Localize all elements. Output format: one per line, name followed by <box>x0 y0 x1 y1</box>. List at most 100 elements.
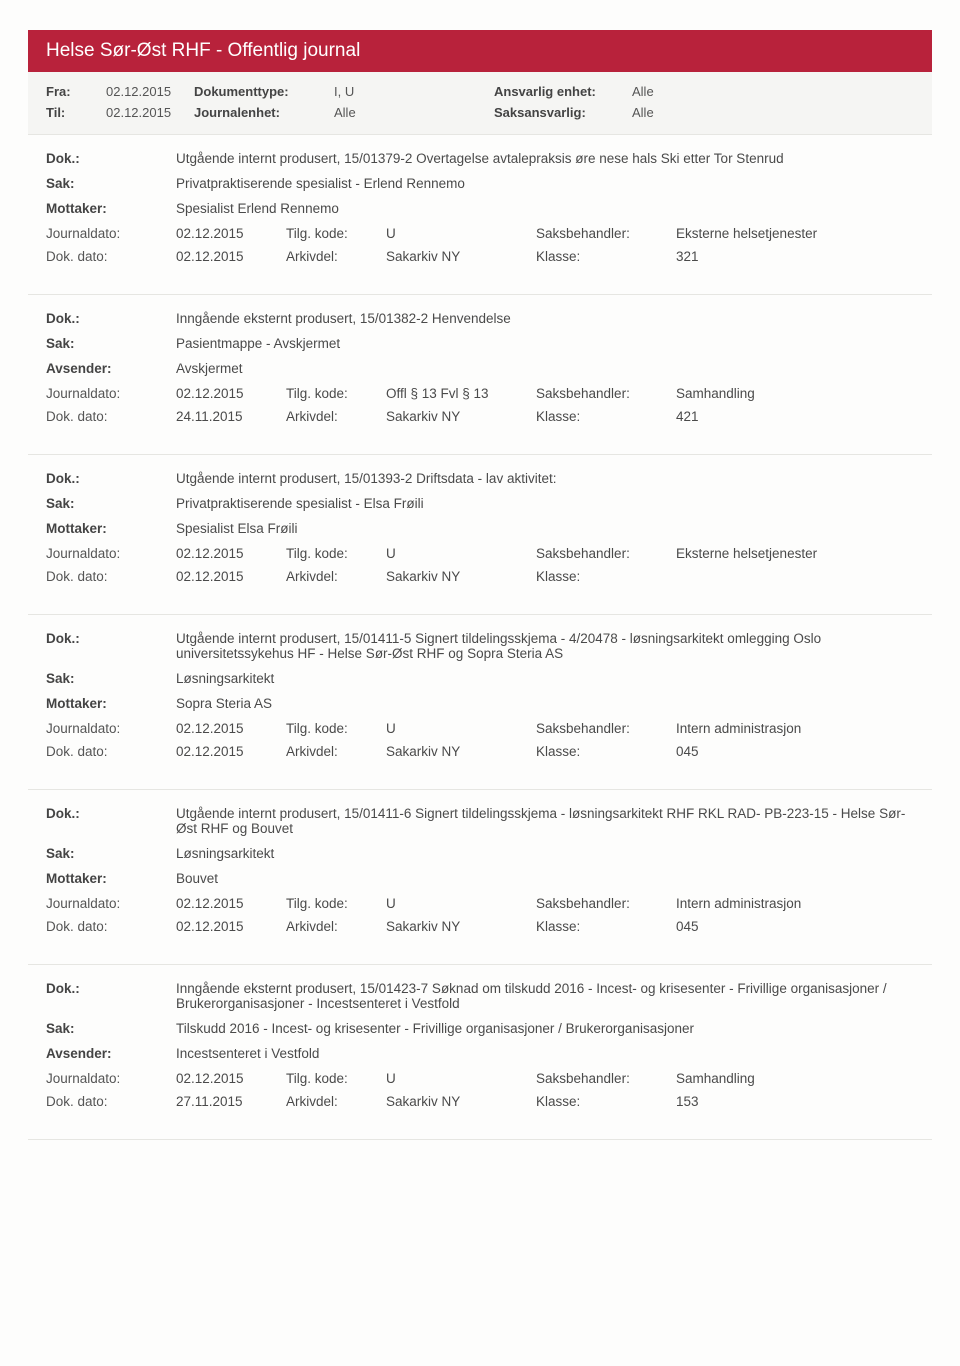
filter-til-value: 02.12.2015 <box>106 105 194 120</box>
arkivdel-value: Sakarkiv NY <box>386 569 536 584</box>
saksbehandler-value: Intern administrasjon <box>676 896 914 911</box>
journaldato-value: 02.12.2015 <box>176 1071 286 1086</box>
filter-bar: Fra: 02.12.2015 Dokumenttype: I, U Ansva… <box>28 72 932 135</box>
journal-entry: Dok.: Utgående internt produsert, 15/013… <box>28 135 932 295</box>
saksbehandler-value: Eksterne helsetjenester <box>676 226 914 241</box>
arkivdel-label: Arkivdel: <box>286 569 386 584</box>
saksbehandler-label: Saksbehandler: <box>536 226 676 241</box>
dokdato-label: Dok. dato: <box>46 744 176 759</box>
tilgkode-value: U <box>386 721 536 736</box>
dok-label: Dok.: <box>46 631 176 646</box>
dokdato-value: 02.12.2015 <box>176 744 286 759</box>
klasse-label: Klasse: <box>536 569 676 584</box>
party-value: Sopra Steria AS <box>176 696 914 711</box>
party-label: Mottaker: <box>46 696 176 711</box>
tilgkode-value: U <box>386 226 536 241</box>
dok-value: Utgående internt produsert, 15/01411-6 S… <box>176 806 914 836</box>
klasse-value: 153 <box>676 1094 914 1109</box>
journaldato-label: Journaldato: <box>46 1071 176 1086</box>
arkivdel-value: Sakarkiv NY <box>386 744 536 759</box>
sak-value: Løsningsarkitekt <box>176 671 914 686</box>
sak-label: Sak: <box>46 336 176 351</box>
dokdato-value: 02.12.2015 <box>176 249 286 264</box>
filter-row: Til: 02.12.2015 Journalenhet: Alle Saksa… <box>46 105 914 120</box>
saksbehandler-label: Saksbehandler: <box>536 721 676 736</box>
filter-doktype-value: I, U <box>334 84 494 99</box>
party-value: Spesialist Elsa Frøili <box>176 521 914 536</box>
journaldato-label: Journaldato: <box>46 896 176 911</box>
party-label: Avsender: <box>46 361 176 376</box>
party-value: Bouvet <box>176 871 914 886</box>
party-label: Mottaker: <box>46 201 176 216</box>
filter-saksansvarlig-value: Alle <box>632 105 654 120</box>
party-value: Avskjermet <box>176 361 914 376</box>
klasse-value: 045 <box>676 744 914 759</box>
filter-journalenhet-label: Journalenhet: <box>194 105 334 120</box>
journaldato-value: 02.12.2015 <box>176 721 286 736</box>
tilgkode-value: U <box>386 896 536 911</box>
dok-value: Utgående internt produsert, 15/01379-2 O… <box>176 151 914 166</box>
tilgkode-label: Tilg. kode: <box>286 896 386 911</box>
dokdato-label: Dok. dato: <box>46 1094 176 1109</box>
saksbehandler-label: Saksbehandler: <box>536 386 676 401</box>
party-value: Spesialist Erlend Rennemo <box>176 201 914 216</box>
arkivdel-value: Sakarkiv NY <box>386 919 536 934</box>
saksbehandler-label: Saksbehandler: <box>536 1071 676 1086</box>
dokdato-label: Dok. dato: <box>46 409 176 424</box>
dokdato-value: 27.11.2015 <box>176 1094 286 1109</box>
klasse-label: Klasse: <box>536 744 676 759</box>
dokdato-value: 24.11.2015 <box>176 409 286 424</box>
party-label: Avsender: <box>46 1046 176 1061</box>
filter-ansvarlig-value: Alle <box>632 84 654 99</box>
journaldato-label: Journaldato: <box>46 386 176 401</box>
klasse-value: 421 <box>676 409 914 424</box>
journaldato-value: 02.12.2015 <box>176 386 286 401</box>
journal-entry: Dok.: Utgående internt produsert, 15/014… <box>28 615 932 790</box>
filter-row: Fra: 02.12.2015 Dokumenttype: I, U Ansva… <box>46 84 914 99</box>
journaldato-value: 02.12.2015 <box>176 546 286 561</box>
dokdato-label: Dok. dato: <box>46 249 176 264</box>
sak-value: Privatpraktiserende spesialist - Elsa Fr… <box>176 496 914 511</box>
klasse-label: Klasse: <box>536 1094 676 1109</box>
filter-ansvarlig-label: Ansvarlig enhet: <box>494 84 632 99</box>
filter-saksansvarlig-label: Saksansvarlig: <box>494 105 632 120</box>
tilgkode-value: U <box>386 546 536 561</box>
journaldato-label: Journaldato: <box>46 226 176 241</box>
arkivdel-label: Arkivdel: <box>286 1094 386 1109</box>
arkivdel-value: Sakarkiv NY <box>386 1094 536 1109</box>
filter-til-label: Til: <box>46 105 106 120</box>
dok-value: Inngående eksternt produsert, 15/01423-7… <box>176 981 914 1011</box>
journal-entry: Dok.: Utgående internt produsert, 15/013… <box>28 455 932 615</box>
klasse-value: 045 <box>676 919 914 934</box>
tilgkode-label: Tilg. kode: <box>286 546 386 561</box>
arkivdel-value: Sakarkiv NY <box>386 249 536 264</box>
saksbehandler-value: Eksterne helsetjenester <box>676 546 914 561</box>
arkivdel-label: Arkivdel: <box>286 744 386 759</box>
dok-label: Dok.: <box>46 806 176 821</box>
dok-label: Dok.: <box>46 151 176 166</box>
journaldato-value: 02.12.2015 <box>176 896 286 911</box>
arkivdel-value: Sakarkiv NY <box>386 409 536 424</box>
page-title: Helse Sør-Øst RHF - Offentlig journal <box>46 40 360 61</box>
klasse-label: Klasse: <box>536 409 676 424</box>
filter-fra-value: 02.12.2015 <box>106 84 194 99</box>
sak-label: Sak: <box>46 496 176 511</box>
dokdato-value: 02.12.2015 <box>176 919 286 934</box>
tilgkode-value: U <box>386 1071 536 1086</box>
filter-doktype-label: Dokumenttype: <box>194 84 334 99</box>
arkivdel-label: Arkivdel: <box>286 919 386 934</box>
sak-value: Løsningsarkitekt <box>176 846 914 861</box>
filter-fra-label: Fra: <box>46 84 106 99</box>
sak-value: Privatpraktiserende spesialist - Erlend … <box>176 176 914 191</box>
sak-label: Sak: <box>46 1021 176 1036</box>
sak-label: Sak: <box>46 846 176 861</box>
journal-page: Helse Sør-Øst RHF - Offentlig journal Fr… <box>0 0 960 1170</box>
sak-label: Sak: <box>46 176 176 191</box>
journal-entry: Dok.: Utgående internt produsert, 15/014… <box>28 790 932 965</box>
klasse-label: Klasse: <box>536 249 676 264</box>
dok-label: Dok.: <box>46 981 176 996</box>
dokdato-label: Dok. dato: <box>46 569 176 584</box>
arkivdel-label: Arkivdel: <box>286 249 386 264</box>
journaldato-label: Journaldato: <box>46 721 176 736</box>
dokdato-label: Dok. dato: <box>46 919 176 934</box>
